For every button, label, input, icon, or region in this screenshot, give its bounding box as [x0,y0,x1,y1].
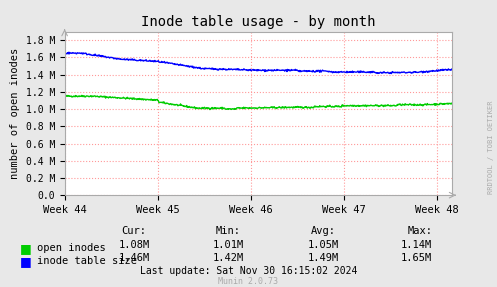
Title: Inode table usage - by month: Inode table usage - by month [141,15,376,29]
Text: ■: ■ [20,255,32,268]
Text: Max:: Max: [408,226,432,236]
Text: 1.42M: 1.42M [213,253,244,263]
Text: 1.49M: 1.49M [308,253,338,263]
Text: inode table size: inode table size [37,256,137,266]
Text: open inodes: open inodes [37,243,106,253]
Text: Avg:: Avg: [311,226,335,236]
Text: 1.01M: 1.01M [213,240,244,250]
Text: Cur:: Cur: [122,226,147,236]
Text: RRDTOOL / TOBI OETIKER: RRDTOOL / TOBI OETIKER [488,100,494,194]
Text: ■: ■ [20,242,32,255]
Text: 1.46M: 1.46M [119,253,150,263]
Text: Munin 2.0.73: Munin 2.0.73 [219,277,278,286]
Text: 1.14M: 1.14M [401,240,432,250]
Text: 1.05M: 1.05M [308,240,338,250]
Text: Last update: Sat Nov 30 16:15:02 2024: Last update: Sat Nov 30 16:15:02 2024 [140,266,357,276]
Text: 1.65M: 1.65M [401,253,432,263]
Text: 1.08M: 1.08M [119,240,150,250]
Text: Min:: Min: [216,226,241,236]
Y-axis label: number of open inodes: number of open inodes [10,48,20,179]
